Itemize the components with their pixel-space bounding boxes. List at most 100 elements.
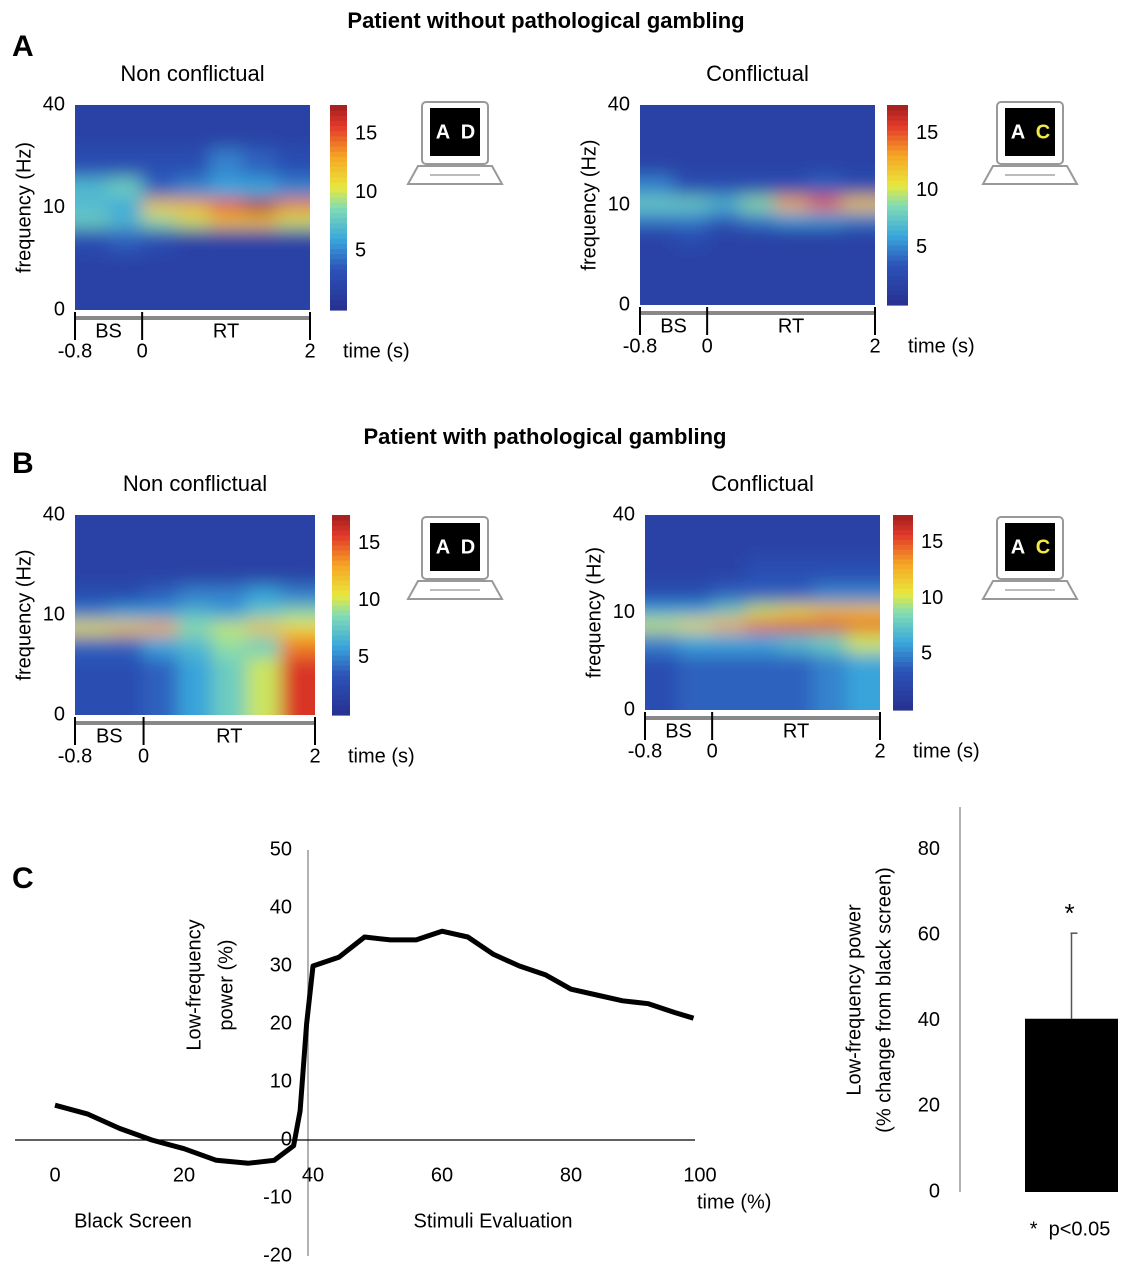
colorbar-segment xyxy=(893,563,913,570)
heatmap-cell xyxy=(841,224,875,247)
heatmap-cell xyxy=(276,227,310,251)
colorbar-segment xyxy=(330,207,347,214)
colorbar-segment xyxy=(887,105,908,111)
heatmap-cell xyxy=(280,515,315,558)
colorbar-segment xyxy=(330,146,347,152)
colorbar-segment xyxy=(330,299,347,306)
heatmap-cell xyxy=(645,603,680,619)
y-tick-label: 10 xyxy=(608,193,630,215)
heatmap-cell xyxy=(712,603,747,619)
colorbar-segment xyxy=(893,617,913,623)
heatmap-cell xyxy=(276,249,310,310)
x-tick-label: 2 xyxy=(869,335,880,357)
heatmap-cell xyxy=(645,582,680,605)
colorbar-segment xyxy=(887,220,908,226)
colorbar-tick-label: 15 xyxy=(921,531,943,553)
heatmap-cell xyxy=(807,210,843,226)
colorbar-segment xyxy=(893,583,913,589)
heatmap-cell xyxy=(75,212,110,229)
heatmap-cell xyxy=(812,515,848,557)
screen-letter: A xyxy=(436,536,450,558)
colorbar-segment xyxy=(887,185,908,191)
y-tick-label: 40 xyxy=(918,1009,940,1031)
heatmap-cell xyxy=(640,224,675,247)
annotation: BS xyxy=(96,725,123,747)
x-axis-label: time (s) xyxy=(343,340,410,362)
heatmap-cell xyxy=(212,655,248,715)
heatmap-cell xyxy=(645,617,680,633)
colorbar-segment xyxy=(330,151,347,157)
heatmap-cell xyxy=(740,195,776,212)
colorbar-segment xyxy=(332,585,350,591)
heatmap-cell xyxy=(841,245,875,305)
heatmap-cell xyxy=(143,584,179,607)
colorbar-tick-label: 15 xyxy=(358,532,380,554)
colorbar-segment xyxy=(332,590,350,596)
heatmap-cell xyxy=(774,245,809,305)
screen-letter: A xyxy=(436,121,450,143)
colorbar-tick-label: 5 xyxy=(921,643,932,665)
heatmap-cell xyxy=(242,147,278,178)
colorbar-segment xyxy=(887,125,908,131)
colorbar-segment xyxy=(330,181,347,188)
heatmap-cell xyxy=(212,515,248,558)
y-axis-label: Low-frequency xyxy=(183,919,205,1050)
x-axis-label: time (s) xyxy=(913,740,980,762)
colorbar-segment xyxy=(330,258,347,265)
heatmap-cell xyxy=(807,245,843,305)
annotation: RT xyxy=(213,320,239,342)
heatmap-cell xyxy=(109,584,145,607)
x-axis-label: time (s) xyxy=(348,745,415,767)
x-tick-label: 40 xyxy=(302,1164,324,1186)
colorbar-segment xyxy=(330,176,347,183)
colorbar-segment xyxy=(887,290,908,296)
colorbar-tick-label: 10 xyxy=(355,181,377,203)
heatmap-cell xyxy=(745,582,781,605)
heatmap-cell xyxy=(75,655,111,715)
colorbar-segment xyxy=(887,265,908,271)
panel-label: B xyxy=(12,447,34,480)
colorbar-segment xyxy=(887,160,908,166)
heatmap-cell xyxy=(108,105,144,149)
colorbar-segment xyxy=(887,120,908,126)
colorbar-tick-label: 15 xyxy=(916,122,938,144)
heatmap-cell xyxy=(143,556,179,586)
heatmap-cell xyxy=(212,620,248,636)
colorbar-segment xyxy=(893,554,913,560)
heatmap-cell xyxy=(209,227,244,251)
y-axis-label: frequency (Hz) xyxy=(583,547,605,678)
laptop-screen xyxy=(430,108,480,156)
colorbar-segment xyxy=(887,115,908,121)
colorbar-segment xyxy=(893,666,913,672)
heatmap-cell xyxy=(280,634,315,657)
annotation: BS xyxy=(95,320,122,342)
colorbar-segment xyxy=(893,573,913,579)
heatmap-cell xyxy=(109,634,145,657)
colorbar-segment xyxy=(332,660,350,666)
colorbar-segment xyxy=(893,622,913,628)
colorbar-segment xyxy=(332,705,350,711)
heatmap-cell xyxy=(108,249,144,310)
colorbar-segment xyxy=(330,125,347,132)
heatmap-cell xyxy=(807,195,843,212)
heatmap-cell xyxy=(673,210,709,226)
heatmap-cell xyxy=(280,556,315,586)
heatmap-cell xyxy=(209,105,244,149)
heatmap-cell xyxy=(846,515,880,557)
colorbar-segment xyxy=(332,580,350,586)
heatmap-cell xyxy=(812,631,848,654)
colorbar-segment xyxy=(893,661,913,667)
screen-letter: D xyxy=(461,121,475,143)
colorbar-segment xyxy=(332,630,350,636)
heatmap-cell xyxy=(175,249,211,310)
x-tick-label: 0 xyxy=(138,745,149,767)
colorbar-segment xyxy=(887,230,908,236)
bar xyxy=(1025,1018,1118,1192)
heatmap-cell xyxy=(673,105,709,148)
annotation: Stimuli Evaluation xyxy=(414,1210,573,1232)
colorbar-segment xyxy=(332,560,350,566)
colorbar-segment xyxy=(330,140,347,147)
y-axis-label: (% change from black screen) xyxy=(873,867,895,1133)
heatmap-cell xyxy=(812,617,848,633)
laptop-screen xyxy=(1005,108,1055,156)
